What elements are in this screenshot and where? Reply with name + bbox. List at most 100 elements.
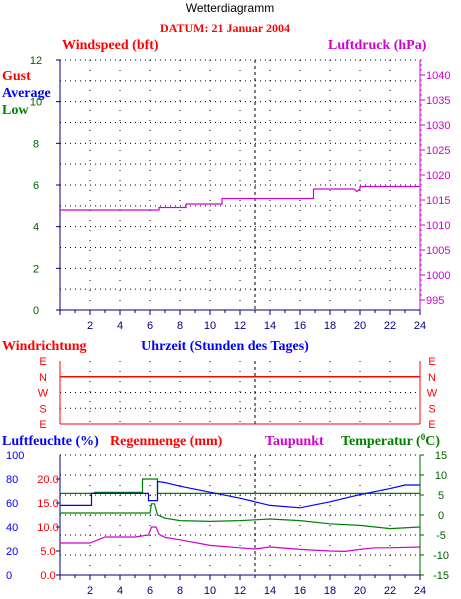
- temperatur-title: Temperatur (0C): [341, 432, 440, 449]
- temperature-tick-label: -5: [436, 530, 446, 542]
- x-tick-label: 8: [177, 320, 183, 332]
- windrichtung-left-label: W: [38, 388, 49, 400]
- windrichtung-right-label: E: [428, 419, 435, 431]
- windspeed-tick-label: 10: [30, 97, 42, 109]
- windspeed-tick-label: 8: [33, 138, 39, 150]
- humidity-grid: [60, 454, 420, 575]
- luftdruck-tick-label: 1005: [426, 245, 450, 257]
- luftdruck-tick-label: 1010: [426, 220, 450, 232]
- temperatur-degree: 0: [421, 432, 426, 442]
- windrichtung-right-label: W: [427, 388, 438, 400]
- temperatur-line: [60, 526, 421, 553]
- x-tick-label: 12: [234, 585, 246, 597]
- luftdruck-tick-label: 1020: [426, 170, 450, 182]
- windspeed-tick-labels: 0 2 4 6 8 10 12: [30, 55, 60, 317]
- x-tick-label: 14: [264, 320, 276, 332]
- low-legend: Low: [2, 103, 29, 118]
- temperature-tick-label: 0: [438, 510, 444, 522]
- windrichtung-left-label: S: [39, 403, 46, 415]
- x-tick-label: 24: [414, 320, 426, 332]
- average-legend: Average: [2, 86, 51, 101]
- panel1-x-tick-labels: 2 4 6 8 10 12 14 16 18 20 22 24: [59, 310, 426, 332]
- x-tick-label: 2: [87, 320, 93, 332]
- temperature-tick-label: 15: [435, 450, 447, 462]
- luftdruck-tick-label: 1000: [426, 270, 450, 282]
- windrichtung-right-label: N: [428, 372, 436, 384]
- x-tick-label: 6: [147, 585, 153, 597]
- date-line: DATUM: 21 Januar 2004: [160, 21, 290, 35]
- x-tick-label: 20: [354, 320, 366, 332]
- luftdruck-tick-label: 1030: [426, 120, 450, 132]
- x-tick-label: 8: [177, 585, 183, 597]
- luftdruck-line: [60, 185, 420, 211]
- uhrzeit-title: Uhrzeit (Stunden des Tages): [141, 339, 309, 354]
- panel3-x-tick-labels: 2 4 6 8 10 12 14 16 18 20 22 24: [59, 575, 426, 597]
- luftdruck-tick-label: 1015: [426, 195, 450, 207]
- taupunkt-line: [60, 503, 421, 530]
- humidity-tick-label: 0: [6, 570, 12, 582]
- x-tick-label: 12: [234, 320, 246, 332]
- rain-tick-label: 20.0: [37, 474, 58, 486]
- luftdruck-tick-label: 1025: [426, 145, 450, 157]
- temperature-tick-label: 5: [438, 490, 444, 502]
- windspeed-tick-label: 0: [33, 305, 39, 317]
- rain-tick-label: 5.0: [40, 546, 55, 558]
- temperatur-title-start: Temperatur (: [341, 434, 421, 449]
- windrichtung-right-label: S: [428, 403, 435, 415]
- temperature-tick-labels: -15 -10 -5 0 5 10 15: [420, 450, 449, 582]
- x-tick-label: 20: [354, 585, 366, 597]
- temperature-tick-label: -15: [433, 570, 449, 582]
- regenmenge-title: Regenmenge (mm): [110, 434, 223, 449]
- windrichtung-grid: [60, 361, 420, 424]
- gust-legend: Gust: [2, 69, 31, 84]
- rain-tick-label: 10.0: [37, 522, 58, 534]
- temperatur-title-end: C): [425, 434, 440, 449]
- luftfeuchte-title: Luftfeuchte (%): [2, 434, 99, 449]
- luftdruck-tick-label: 995: [426, 295, 444, 307]
- humidity-tick-label: 100: [6, 450, 24, 462]
- windrichtung-left-label: E: [39, 419, 46, 431]
- rain-tick-label: 0.0: [40, 570, 55, 582]
- x-tick-label: 22: [384, 320, 396, 332]
- x-tick-label: 16: [294, 320, 306, 332]
- x-tick-label: 4: [117, 320, 123, 332]
- luftdruck-tick-label: 1035: [426, 95, 450, 107]
- x-tick-label: 6: [147, 320, 153, 332]
- rain-tick-labels: 0.0 5.0 10.0 15.0 20.0: [37, 474, 60, 582]
- x-tick-label: 22: [384, 585, 396, 597]
- humidity-tick-label: 20: [6, 546, 18, 558]
- luftdruck-tick-labels: 995 1000 1005 1010 1015 1020 1025 1030 1035 1040: [420, 59, 450, 307]
- x-tick-label: 14: [264, 585, 276, 597]
- regenmenge-line: [60, 478, 420, 494]
- x-tick-label: 2: [87, 585, 93, 597]
- x-tick-label: 4: [117, 585, 123, 597]
- temperature-tick-label: -10: [433, 550, 449, 562]
- windspeed-tick-label: 12: [30, 55, 42, 67]
- windspeed-grid: [60, 59, 420, 310]
- rain-tick-label: 15.0: [37, 498, 58, 510]
- x-tick-label: 18: [324, 320, 336, 332]
- temperature-tick-label: 10: [435, 470, 447, 482]
- windrichtung-left-label: E: [39, 356, 46, 368]
- humidity-tick-label: 60: [6, 498, 18, 510]
- humidity-rain-temp-series: [60, 478, 421, 553]
- humidity-tick-label: 40: [6, 522, 18, 534]
- humidity-tick-labels: 0 20 40 60 80 100: [6, 450, 24, 582]
- windrichtung-left-label: N: [39, 372, 47, 384]
- windspeed-title: Windspeed (bft): [62, 38, 159, 53]
- windrichtung-right-label: E: [428, 356, 435, 368]
- taupunkt-title: Taupunkt: [265, 434, 324, 449]
- windspeed-tick-label: 2: [33, 263, 39, 275]
- luftfeuchte-line: [60, 480, 420, 509]
- x-tick-label: 18: [324, 585, 336, 597]
- humidity-tick-label: 80: [6, 474, 18, 486]
- windrichtung-title: Windrichtung: [2, 339, 87, 354]
- x-tick-label: 24: [414, 585, 426, 597]
- windspeed-tick-label: 6: [33, 180, 39, 192]
- x-tick-label: 10: [204, 585, 216, 597]
- luftdruck-series: [60, 185, 420, 211]
- x-tick-label: 10: [204, 320, 216, 332]
